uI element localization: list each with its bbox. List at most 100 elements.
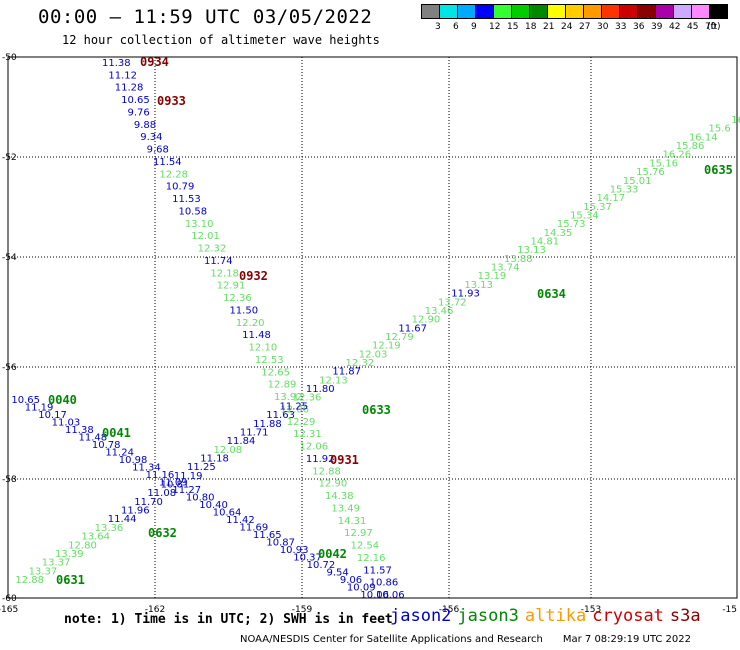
swh-value: 11.42 [226, 515, 255, 526]
map-subtitle: 12 hour collection of altimeter wave hei… [62, 33, 380, 47]
swh-value: 11.28 [115, 83, 144, 94]
longitude-tick-label: -165 [0, 605, 18, 615]
swh-value: 13.72 [438, 297, 467, 308]
swh-value: 12.29 [287, 417, 316, 428]
swh-value: 11.96 [121, 506, 150, 517]
swh-value: 11.54 [153, 157, 182, 168]
swh-value: 15.16 [649, 158, 678, 169]
swh-value: 11.92 [306, 454, 335, 465]
latitude-tick-label: -52 [2, 153, 17, 163]
swh-value: 11.50 [229, 305, 258, 316]
swh-value: 16 [731, 115, 740, 126]
latitude-tick-label: -54 [2, 253, 17, 263]
swh-value: 12.32 [198, 244, 227, 255]
colorbar-label: 39 [651, 22, 663, 32]
swh-value: 12.32 [346, 358, 375, 369]
swh-value: 13.64 [81, 532, 110, 543]
legend-item-altika: altika [524, 606, 587, 626]
legend-item-cryosat: cryosat [592, 606, 664, 626]
swh-value: 10.65 [121, 95, 150, 106]
colorbar-label: 45 [687, 22, 699, 32]
longitude-tick-label: -162 [145, 605, 165, 615]
swh-value: 10.64 [213, 508, 242, 519]
colorbar-label: 15 [507, 22, 519, 32]
generated-timestamp: Mar 7 08:29:19 UTC 2022 [562, 634, 691, 645]
longitude-tick-label: -15 [722, 605, 737, 615]
footnote: note: 1) Time is in UTC; 2) SWH is in fe… [64, 612, 393, 627]
satellite-legend: jason2 jason3 altika cryosat s3a [390, 606, 707, 626]
longitude-tick-label: -159 [292, 605, 313, 615]
swh-value: 13.39 [55, 549, 84, 560]
swh-value: 12.91 [217, 281, 246, 292]
latitude-tick-label: -58 [2, 475, 17, 485]
pass-time-label: 0635 [704, 163, 733, 177]
swh-value: 10.58 [178, 206, 207, 217]
pass-time-label: 0632 [148, 526, 177, 540]
swh-value: 12.16 [357, 553, 386, 564]
latitude-tick-label: -50 [2, 53, 17, 63]
swh-value: 11.44 [108, 514, 137, 525]
swh-value: 16.14 [689, 132, 718, 143]
swh-value: 11.69 [240, 523, 269, 534]
swh-value: 15.6 [709, 124, 731, 135]
swh-value: 10.37 [293, 553, 322, 564]
swh-value: 13.10 [185, 219, 214, 230]
swh-value: 10.65 [11, 395, 40, 406]
swh-value: 11.48 [242, 330, 271, 341]
swh-value: 14.81 [530, 237, 559, 248]
swh-value: 11.87 [332, 367, 361, 378]
pass-time-label: 0040 [48, 393, 77, 407]
swh-value: 12.31 [293, 429, 322, 440]
swh-value: 15.76 [636, 167, 665, 178]
swh-value: 12.79 [385, 332, 414, 343]
swh-value: 10.98 [119, 455, 148, 466]
colorbar-label: 70 [705, 22, 717, 32]
pass-time-label: 0042 [318, 547, 347, 561]
colorbar-label: 33 [615, 22, 627, 32]
swh-value: 11.18 [200, 453, 229, 464]
swh-value: 13.92 [274, 392, 303, 403]
latitude-tick-label: -60 [2, 594, 17, 604]
latitude-tick-label: -56 [2, 363, 17, 373]
swh-value: 15.34 [570, 210, 599, 221]
credit-line: NOAA/NESDIS Center for Satellite Applica… [240, 634, 691, 645]
swh-value: 15.01 [623, 176, 652, 187]
swh-value: 11.16 [146, 470, 175, 481]
swh-value: 11.27 [172, 485, 201, 496]
swh-value: 10.06 [376, 590, 405, 601]
swh-value: 10.81 [161, 480, 190, 491]
swh-value: 11.19 [174, 471, 203, 482]
pass-time-label: 0041 [102, 426, 131, 440]
colorbar-label: 12 [489, 22, 501, 32]
swh-value: 15.73 [557, 219, 586, 230]
swh-value: 9.34 [140, 132, 162, 143]
credit-text: NOAA/NESDIS Center for Satellite Applica… [240, 634, 543, 645]
swh-value: 14.17 [596, 193, 625, 204]
swh-value: 10.80 [186, 493, 215, 504]
swh-value: 10.17 [38, 410, 67, 421]
swh-value: 12.01 [191, 231, 220, 242]
swh-value: 9.76 [127, 107, 149, 118]
swh-value: 11.74 [204, 256, 233, 267]
pass-time-label: 0933 [157, 94, 186, 108]
map-border [7, 56, 738, 599]
colorbar-unit: (ft) [707, 22, 721, 32]
swh-value: 12.54 [351, 541, 380, 552]
swh-value: 10.78 [92, 440, 121, 451]
swh-value: 10.93 [280, 545, 309, 556]
colorbar-swatch [709, 4, 728, 19]
swh-value: 12.19 [372, 341, 401, 352]
colorbar-label: 27 [579, 22, 591, 32]
swh-value: 12.89 [268, 380, 297, 391]
swh-value: 10.72 [307, 560, 336, 571]
swh-value: 10.09 [347, 583, 376, 594]
colorbar-label: 3 [435, 22, 441, 32]
swh-value: 12.90 [319, 479, 348, 490]
swh-value: 10.79 [166, 182, 195, 193]
swh-value: 14.35 [544, 228, 573, 239]
pass-time-labels: 0934 0933 0932 0931 0040 0041 0042 0631 0632 0633… [48, 55, 733, 587]
swh-value: 11.38 [65, 425, 94, 436]
swh-value: 11.53 [172, 194, 201, 205]
longitude-tick-label: -153 [581, 605, 601, 615]
